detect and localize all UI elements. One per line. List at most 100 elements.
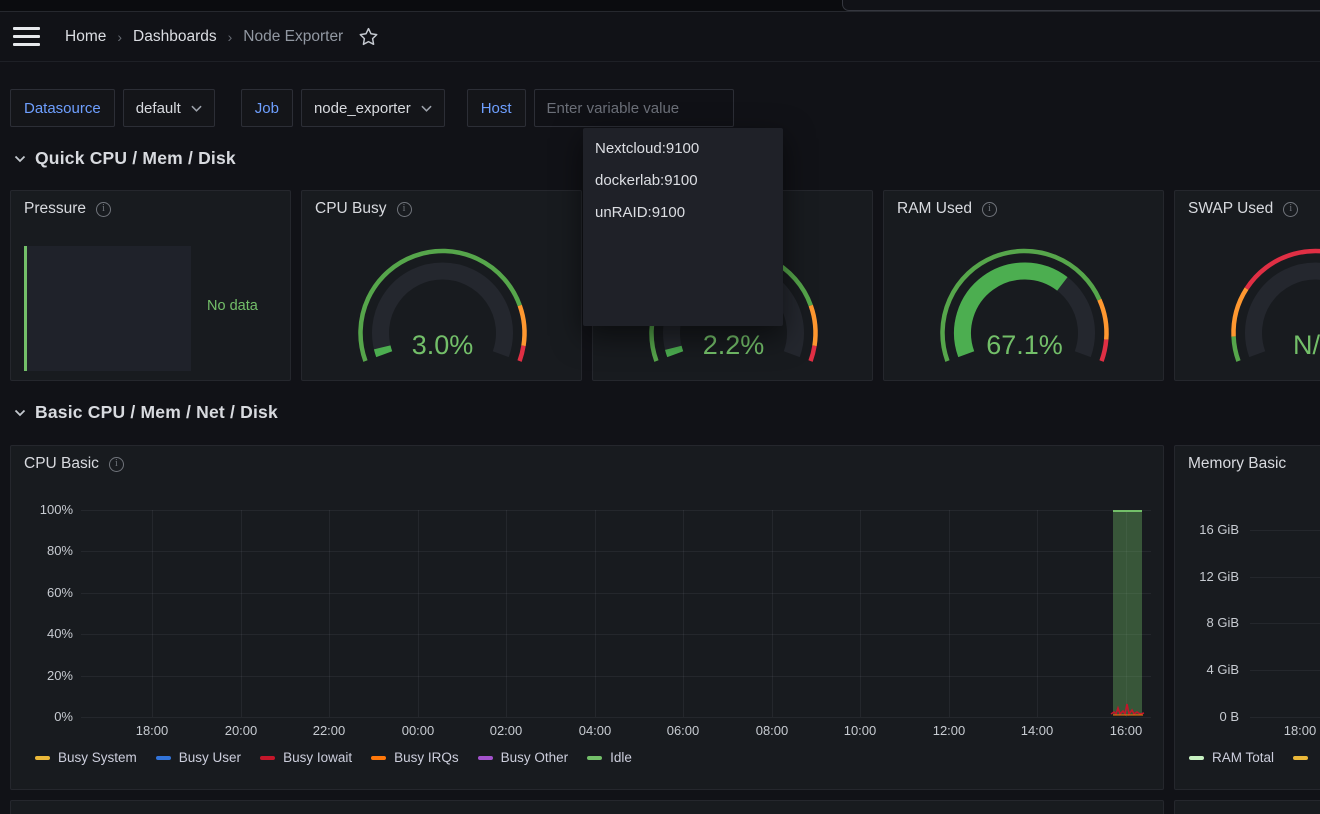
breadcrumb-dashboards[interactable]: Dashboards <box>133 28 217 46</box>
legend-item-busy-other[interactable]: Busy Other <box>478 750 569 765</box>
breadcrumb: Home › Dashboards › Node Exporter <box>65 28 343 46</box>
panel-stub-left <box>10 800 1164 814</box>
panel-title[interactable]: SWAP Used <box>1188 200 1273 218</box>
section-quick-cpu-mem-disk[interactable]: Quick CPU / Mem / Disk <box>14 148 236 169</box>
x-tick: 10:00 <box>844 723 877 738</box>
panel-pressure: Pressure i No data <box>10 190 291 381</box>
legend-dash <box>35 756 50 760</box>
x-tick: 14:00 <box>1021 723 1054 738</box>
breadcrumb-separator: › <box>217 29 244 45</box>
x-tick: 18:00 <box>1284 723 1317 738</box>
gauge-value: 67.1% <box>884 330 1164 360</box>
collapse-chevron-icon <box>14 155 26 163</box>
host-option-dockerlab[interactable]: dockerlab:9100 <box>583 165 783 197</box>
panel-title[interactable]: RAM Used <box>897 200 972 218</box>
info-icon[interactable]: i <box>109 457 124 472</box>
y-tick: 40% <box>11 626 73 641</box>
pressure-empty-graph <box>24 246 191 371</box>
legend-item-idle[interactable]: Idle <box>587 750 632 765</box>
job-variable-label: Job <box>241 89 293 127</box>
cpu-basic-plot[interactable] <box>81 510 1151 717</box>
gridline <box>772 510 773 717</box>
legend-item-ram-total[interactable]: RAM Total <box>1189 750 1274 765</box>
gridline <box>1037 510 1038 717</box>
busy-spikes-series <box>1107 698 1151 717</box>
y-tick: 0 B <box>1175 709 1239 724</box>
gridline <box>1250 623 1320 624</box>
idle-series-area <box>1113 510 1142 715</box>
panel-memory-basic: Memory Basic 16 GiB 12 GiB 8 GiB 4 GiB 0… <box>1174 445 1320 790</box>
gridline <box>329 510 330 717</box>
info-icon[interactable]: i <box>96 202 111 217</box>
datasource-variable-value: default <box>136 100 181 117</box>
y-tick: 4 GiB <box>1175 662 1239 677</box>
panel-cpu-basic: CPU Basic i 100% 80% 60% 40% 20% 0% 18:0… <box>10 445 1164 790</box>
y-tick: 8 GiB <box>1175 615 1239 630</box>
gridline <box>949 510 950 717</box>
legend-dash <box>260 756 275 760</box>
gridline <box>860 510 861 717</box>
legend-item-busy-user[interactable]: Busy User <box>156 750 241 765</box>
info-icon[interactable]: i <box>1283 202 1298 217</box>
x-tick: 02:00 <box>490 723 523 738</box>
chevron-down-icon <box>421 105 432 112</box>
gauge-value: 2.2% <box>593 330 873 360</box>
x-tick: 08:00 <box>756 723 789 738</box>
search-bar-cutoff[interactable] <box>842 0 1320 11</box>
legend-item-busy-iowait[interactable]: Busy Iowait <box>260 750 352 765</box>
x-tick: 06:00 <box>667 723 700 738</box>
gridline <box>152 510 153 717</box>
gridline <box>241 510 242 717</box>
navbar: Home › Dashboards › Node Exporter <box>0 12 1320 62</box>
x-tick: 16:00 <box>1110 723 1143 738</box>
gridline <box>1250 577 1320 578</box>
panel-title[interactable]: CPU Basic <box>24 455 99 473</box>
y-tick: 0% <box>11 709 73 724</box>
gridline <box>506 510 507 717</box>
breadcrumb-current-dashboard: Node Exporter <box>243 28 343 46</box>
x-tick: 12:00 <box>933 723 966 738</box>
host-options-dropdown: Nextcloud:9100 dockerlab:9100 unRAID:910… <box>583 128 783 326</box>
host-option-unraid[interactable]: unRAID:9100 <box>583 197 783 229</box>
dashboard-variables-bar: Datasource default Job node_exporter Hos… <box>10 89 734 127</box>
legend-dash <box>1293 756 1308 760</box>
breadcrumb-separator: › <box>106 29 133 45</box>
gridline <box>1250 717 1320 718</box>
info-icon[interactable]: i <box>397 202 412 217</box>
section-title: Basic CPU / Mem / Net / Disk <box>35 402 278 423</box>
chevron-down-icon <box>191 105 202 112</box>
panel-title[interactable]: Pressure <box>24 200 86 218</box>
job-variable-select[interactable]: node_exporter <box>301 89 445 127</box>
collapse-chevron-icon <box>14 409 26 417</box>
menu-toggle-icon[interactable] <box>13 27 40 46</box>
gridline <box>683 510 684 717</box>
datasource-variable-label: Datasource <box>10 89 115 127</box>
gridline <box>1250 530 1320 531</box>
y-tick: 60% <box>11 585 73 600</box>
panel-cpu-busy: CPU Busy i 3.0% <box>301 190 582 381</box>
legend-dash <box>156 756 171 760</box>
x-tick: 18:00 <box>136 723 169 738</box>
panel-title[interactable]: CPU Busy <box>315 200 387 218</box>
gridline <box>1250 670 1320 671</box>
panel-title[interactable]: Memory Basic <box>1188 455 1286 473</box>
gridline <box>81 717 1151 718</box>
datasource-variable-select[interactable]: default <box>123 89 215 127</box>
host-variable-input[interactable] <box>534 89 734 127</box>
gridline <box>595 510 596 717</box>
legend-item-busy-system[interactable]: Busy System <box>35 750 137 765</box>
host-option-nextcloud[interactable]: Nextcloud:9100 <box>583 133 783 165</box>
star-icon[interactable] <box>358 26 379 47</box>
gauge-value: 3.0% <box>302 330 582 360</box>
breadcrumb-home[interactable]: Home <box>65 28 106 46</box>
top-chrome-strip <box>0 0 1320 12</box>
legend-dash <box>587 756 602 760</box>
legend-item-busy-irqs[interactable]: Busy IRQs <box>371 750 459 765</box>
y-tick: 16 GiB <box>1175 522 1239 537</box>
section-basic-cpu-mem-net-disk[interactable]: Basic CPU / Mem / Net / Disk <box>14 402 278 423</box>
info-icon[interactable]: i <box>982 202 997 217</box>
legend-item-cropped[interactable] <box>1293 756 1316 760</box>
y-tick: 20% <box>11 668 73 683</box>
x-tick: 20:00 <box>225 723 258 738</box>
y-tick: 100% <box>11 502 73 517</box>
